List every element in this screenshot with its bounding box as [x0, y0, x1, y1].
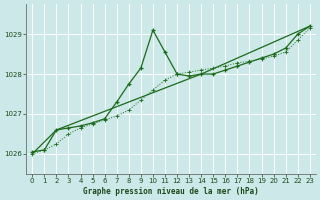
- X-axis label: Graphe pression niveau de la mer (hPa): Graphe pression niveau de la mer (hPa): [83, 187, 259, 196]
